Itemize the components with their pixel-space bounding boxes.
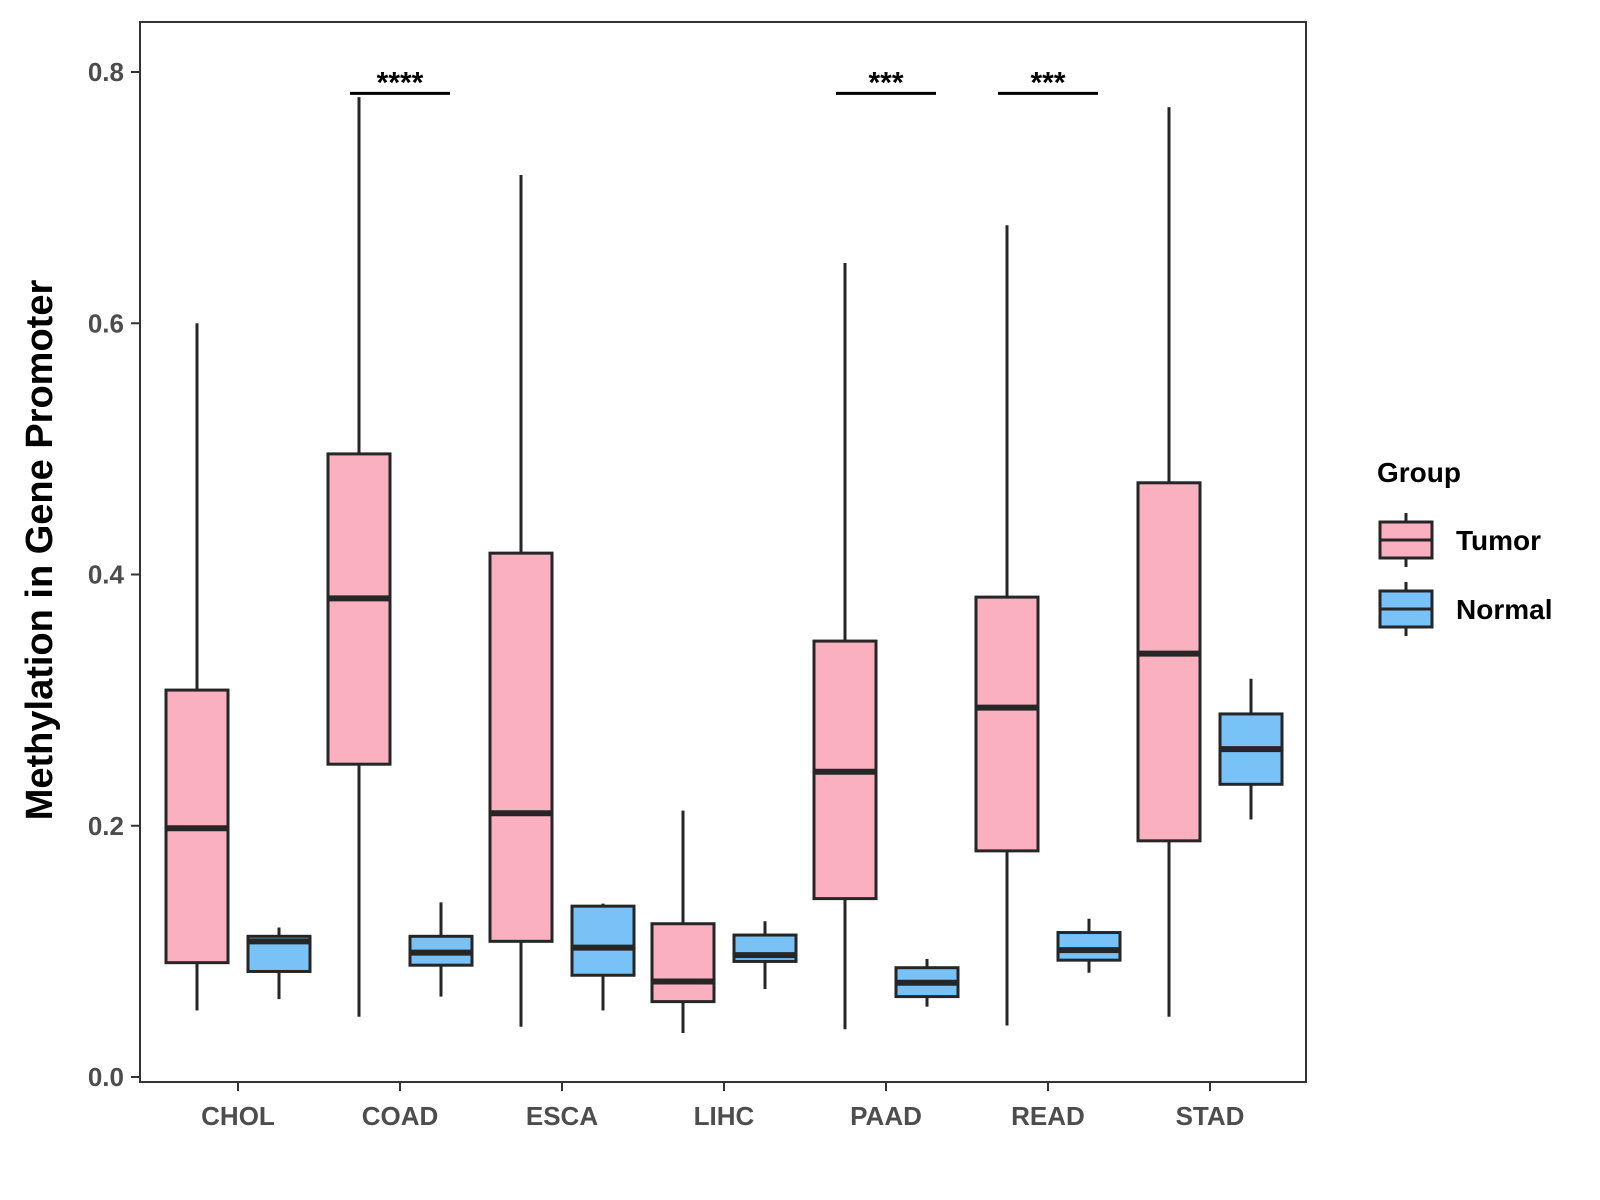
box-tumor-chol (164, 323, 230, 1011)
plot-area: **** *** *** (164, 66, 1284, 1034)
legend-label-normal: Normal (1456, 594, 1552, 625)
y-tick-label: 0.0 (88, 1062, 124, 1092)
box-normal-coad (408, 902, 474, 997)
x-tick-label-coad: COAD (362, 1101, 439, 1131)
significance-stars: *** (1030, 66, 1065, 99)
box-normal-paad (894, 958, 960, 1007)
axes (131, 21, 1307, 1091)
axis-labels: Methylation in Gene Promoter 0.0 0.2 0.4 0.… (19, 57, 1244, 1131)
legend-title: Group (1377, 457, 1461, 488)
y-tick-label: 0.4 (88, 560, 125, 590)
x-tick-label-paad: PAAD (850, 1101, 922, 1131)
x-tick-label-read: READ (1011, 1101, 1085, 1131)
iqr-box (488, 551, 554, 943)
box-normal-lihc (732, 921, 798, 990)
x-tick-label-esca: ESCA (526, 1101, 598, 1131)
legend-entry-tumor: Tumor (1378, 513, 1541, 567)
box-tumor-stad (1136, 107, 1202, 1017)
iqr-box (650, 922, 716, 1004)
significance-read: *** (998, 66, 1098, 99)
x-tick-label-lihc: LIHC (694, 1101, 755, 1131)
significance-coad: **** (350, 66, 450, 99)
y-tick-label: 0.2 (88, 811, 124, 841)
box-normal-read (1056, 918, 1122, 973)
y-tick-label: 0.6 (88, 308, 124, 338)
box-normal-esca (570, 903, 636, 1011)
significance-stars: **** (377, 66, 424, 99)
iqr-box (1136, 481, 1202, 843)
box-tumor-coad (326, 97, 392, 1017)
y-axis-title: Methylation in Gene Promoter (19, 280, 61, 821)
plot-panel-border (139, 21, 1307, 1083)
legend: Group Tumor Normal (1377, 457, 1552, 636)
y-tick-label: 0.8 (88, 57, 124, 87)
significance-paad: *** (836, 66, 936, 99)
x-tick-label-stad: STAD (1176, 1101, 1245, 1131)
iqr-box (570, 904, 636, 977)
box-normal-chol (246, 927, 312, 1000)
box-tumor-esca (488, 175, 554, 1027)
box-tumor-lihc (650, 810, 716, 1034)
box-normal-stad (1218, 678, 1284, 820)
significance-stars: *** (868, 66, 903, 99)
box-tumor-read (974, 225, 1040, 1026)
legend-label-tumor: Tumor (1456, 525, 1541, 556)
iqr-box (1056, 931, 1122, 962)
x-tick-label-chol: CHOL (201, 1101, 275, 1131)
iqr-box (974, 595, 1040, 853)
iqr-box (326, 452, 392, 766)
legend-entry-normal: Normal (1378, 582, 1552, 636)
box-tumor-paad (812, 262, 878, 1030)
